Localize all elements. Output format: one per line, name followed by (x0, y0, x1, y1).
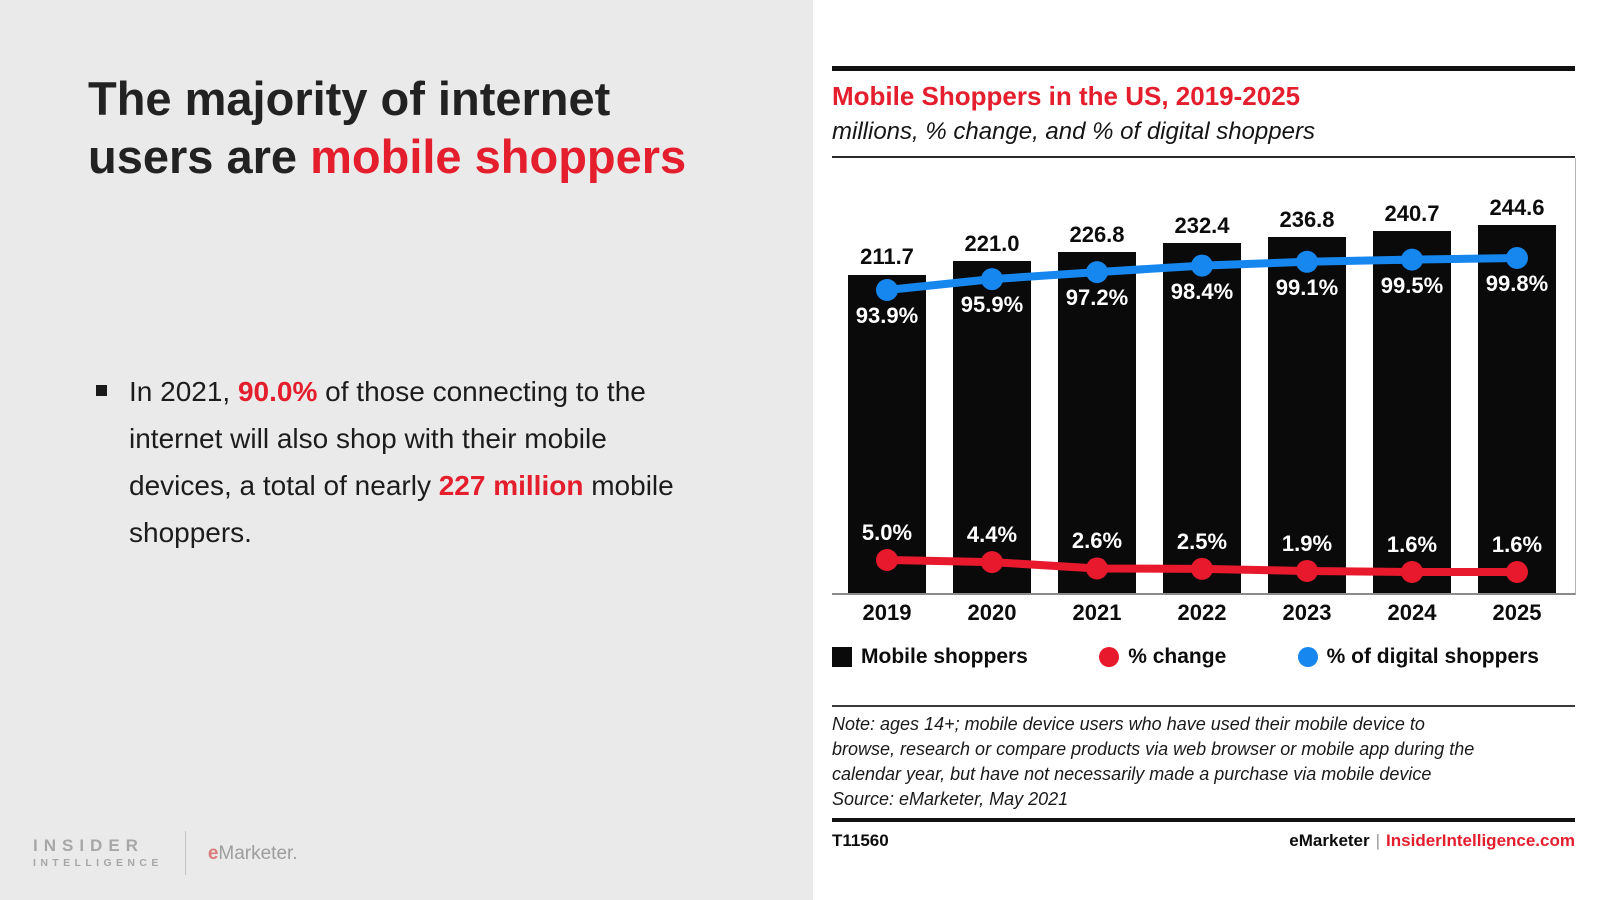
page-title: The majority of internet users are mobil… (88, 70, 713, 186)
pct-change-label-2025: 1.6% (1491, 532, 1543, 557)
slide-text-panel: The majority of internet users are mobil… (0, 0, 813, 900)
bar-2020 (953, 260, 1031, 593)
bullet-square-icon (96, 385, 107, 396)
pct-change-label-2023: 1.9% (1281, 530, 1333, 556)
bar-value-label-2025: 244.6 (1489, 195, 1545, 220)
insider-intelligence-logo: INSIDER INTELLIGENCE (33, 835, 163, 871)
bar-value-label-2022: 232.4 (1174, 213, 1230, 239)
chart-top-rule (832, 66, 1575, 71)
footer-logos: INSIDER INTELLIGENCE eMarketer. (33, 831, 298, 875)
x-axis-label-2021: 2021 (1072, 600, 1122, 625)
bar-value-label-2021: 226.8 (1069, 221, 1125, 247)
pct-change-label-2022: 2.5% (1176, 528, 1228, 554)
blue-circle-icon (1297, 647, 1318, 667)
pct-change-label-2021: 2.6% (1071, 528, 1123, 554)
insider-logo-line1: INSIDER (33, 836, 144, 855)
emarketer-logo-rest: Marketer. (218, 842, 298, 864)
x-axis-label-2023: 2023 (1282, 600, 1332, 625)
bullet-part3: mobile shoppers. (129, 470, 674, 548)
digital-shoppers-pct-label-2023: 99.1% (1275, 274, 1339, 300)
digital-shoppers-pct-label-2020: 95.9% (960, 292, 1024, 318)
bar-2021 (1058, 251, 1136, 593)
footer-site-link: InsiderIntelligence.com (1386, 830, 1575, 850)
chart-content: Mobile Shoppers in the US, 2019-2025 mil… (832, 0, 1576, 851)
legend-label: % of digital shoppers (1326, 645, 1539, 668)
digital-shoppers-pct-label-2025: 99.8% (1485, 271, 1549, 296)
chart-note-rule (832, 705, 1575, 707)
bullet-highlight-total: 227 million (438, 470, 584, 501)
legend-item-pct-digital-shoppers: % of digital shoppers (1297, 645, 1539, 669)
legend-item-mobile-shoppers: Mobile shoppers (832, 645, 1028, 669)
insider-logo-line2: INTELLIGENCE (33, 857, 163, 869)
footer-separator: | (1375, 830, 1381, 850)
pct-change-label-2024: 1.6% (1386, 532, 1438, 557)
digital-shoppers-pct-label-2024: 99.5% (1380, 272, 1444, 298)
chart-subtitle: millions, % change, and % of digital sho… (832, 118, 1315, 145)
legend-label: % change (1128, 645, 1227, 668)
headline-highlight: mobile shoppers (310, 130, 687, 183)
chart-legend: Mobile shoppers % change % of digital sh… (832, 645, 1575, 669)
chart-panel: Mobile Shoppers in the US, 2019-2025 mil… (813, 0, 1600, 900)
pct-change-label-2020: 4.4% (966, 522, 1018, 548)
chart-id: T11560 (832, 830, 889, 850)
chart-note: Note: ages 14+; mobile device users who … (832, 713, 1475, 784)
digital-shoppers-pct-label-2019: 93.9% (855, 303, 919, 328)
black-square-icon (832, 647, 852, 667)
chart-bottom-rule (832, 817, 1575, 822)
footer-brand: eMarketer (1289, 830, 1370, 850)
bullet-text: In 2021, 90.0% of those connecting to th… (129, 368, 682, 556)
bar-value-label-2020: 221.0 (964, 230, 1020, 256)
chart-footer-branding: eMarketer | InsiderIntelligence.com (1289, 831, 1575, 851)
x-axis-label-2020: 2020 (967, 600, 1017, 625)
bar-2022 (1163, 243, 1241, 593)
x-axis-label-2024: 2024 (1387, 600, 1437, 625)
emarketer-logo: eMarketer. (208, 844, 298, 863)
bar-value-label-2019: 211.7 (860, 244, 914, 270)
chart-subtitle-rule (832, 156, 1575, 158)
bar-value-label-2023: 236.8 (1279, 206, 1335, 232)
legend-item-pct-change: % change (1099, 645, 1226, 669)
legend-label: Mobile shoppers (861, 645, 1028, 668)
bullet-part1: In 2021, (129, 376, 238, 407)
emarketer-logo-e: e (207, 842, 219, 864)
x-axis-label-2022: 2022 (1177, 600, 1227, 625)
digital-shoppers-pct-label-2021: 97.2% (1065, 285, 1129, 311)
x-axis-label-2019: 2019 (862, 600, 912, 625)
logo-divider (184, 831, 186, 875)
bullet-highlight-percent: 90.0% (237, 376, 318, 407)
x-axis-label-2025: 2025 (1492, 600, 1542, 625)
bar-value-label-2024: 240.7 (1384, 200, 1440, 226)
pct-change-label-2019: 5.0% (861, 520, 913, 545)
digital-shoppers-pct-label-2022: 98.4% (1170, 278, 1234, 304)
chart-source: Source: eMarketer, May 2021 (832, 788, 1069, 809)
headline-part1: The majority of internet users are (88, 72, 611, 183)
bullet-item: In 2021, 90.0% of those connecting to th… (96, 368, 696, 556)
chart-footer: T11560 eMarketer | InsiderIntelligence.com (832, 831, 1575, 851)
chart-plot-area: 211.7 93.9% 5.0% 221.0 95.9% 4.4% 226.8 97.2% 2.… (832, 158, 1576, 595)
chart-title: Mobile Shoppers in the US, 2019-2025 (832, 81, 1301, 111)
bar-2019 (848, 274, 926, 593)
bar-2023 (1268, 236, 1346, 593)
red-circle-icon (1099, 647, 1120, 667)
bullet-part2: of those connecting to the internet will… (129, 376, 646, 501)
chart-x-axis: 2019 2020 2021 2022 2023 2024 2025 (832, 595, 1575, 631)
